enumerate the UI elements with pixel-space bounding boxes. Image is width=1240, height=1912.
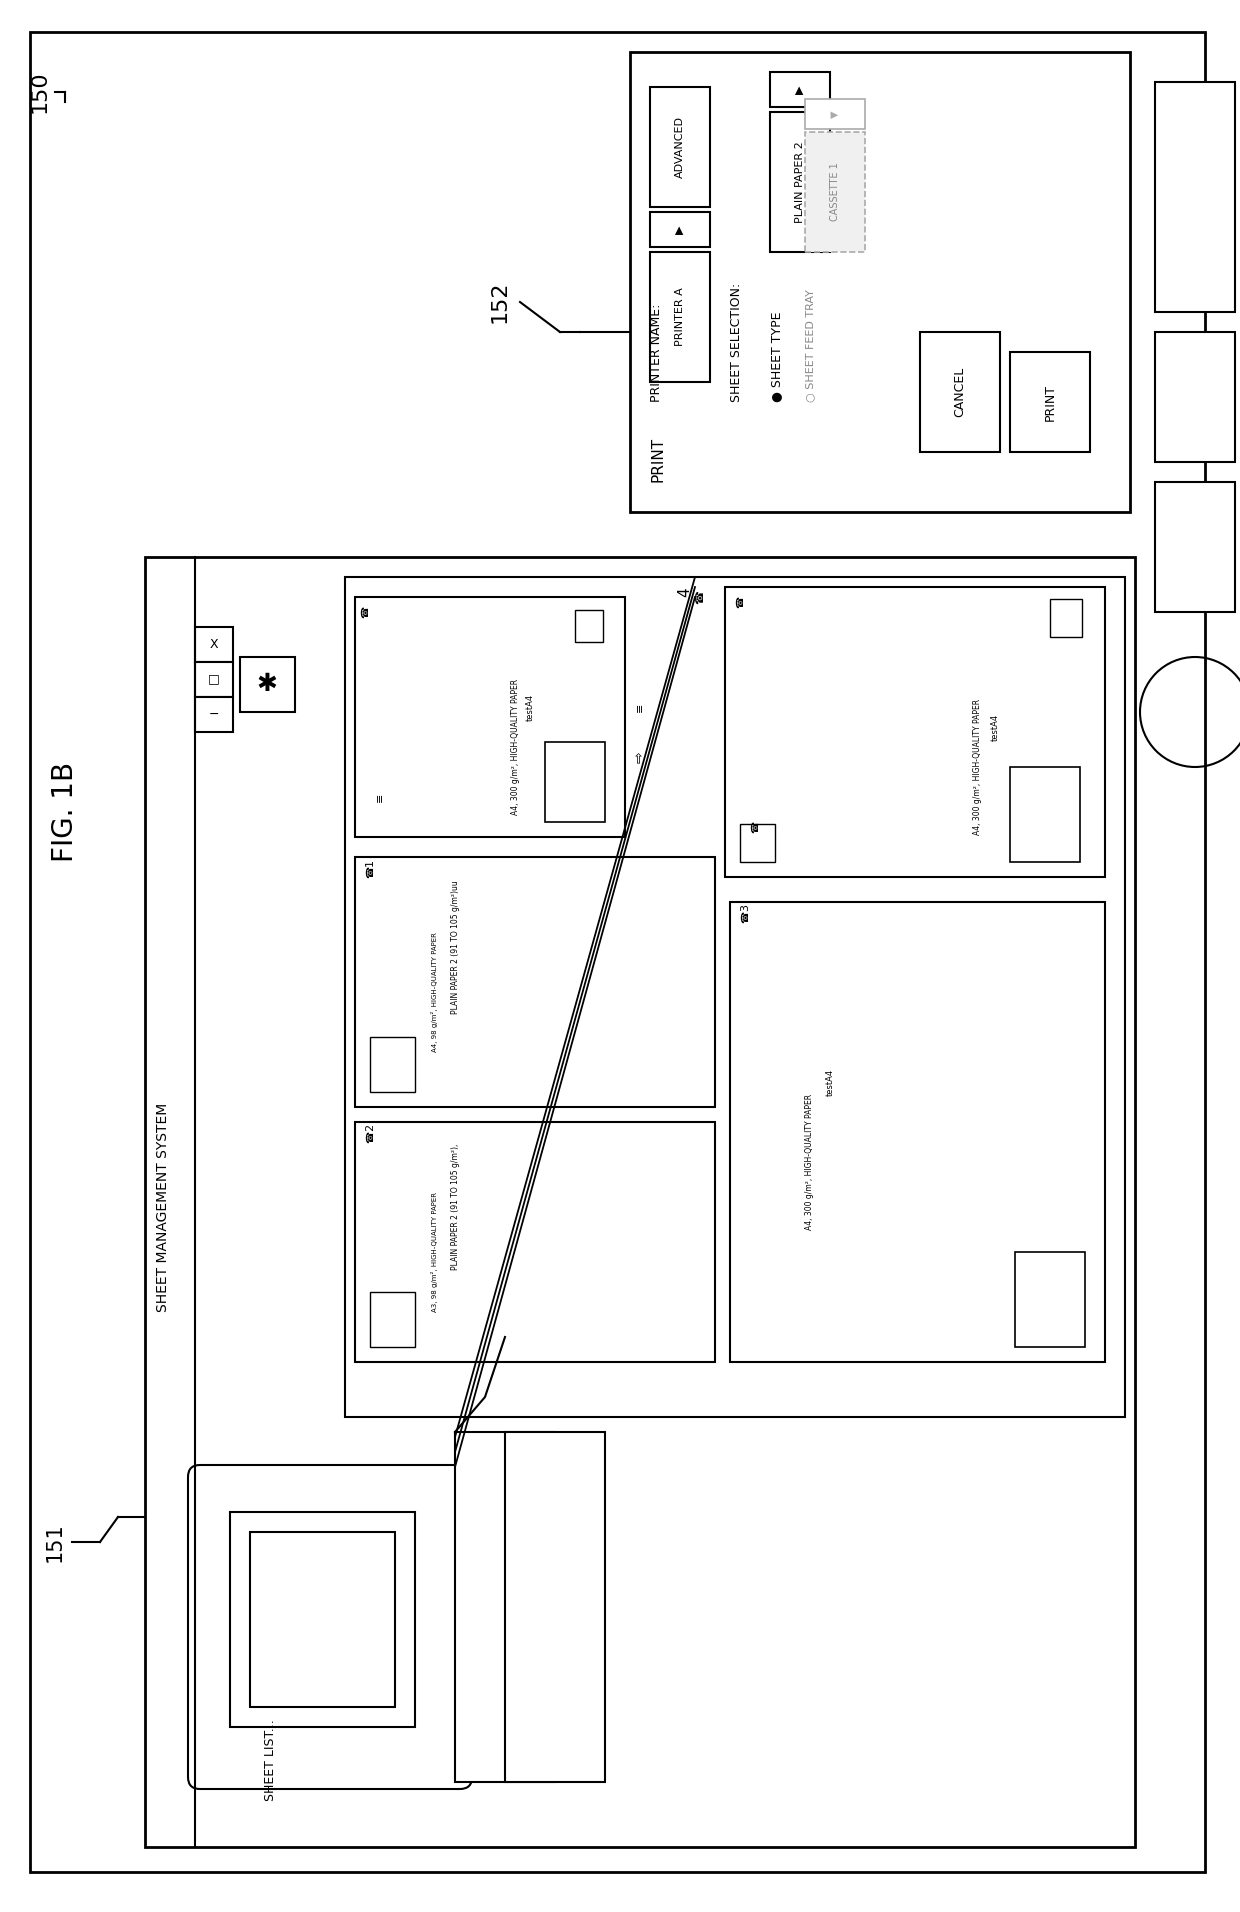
Text: X: X (210, 637, 218, 650)
Text: □: □ (208, 673, 219, 686)
Bar (250, 1532, 396, 1707)
Bar (1011, 767, 1080, 862)
Bar (145, 556, 1135, 1847)
Text: ▶: ▶ (675, 226, 684, 235)
FancyBboxPatch shape (188, 1465, 472, 1790)
Bar (1011, 352, 1090, 451)
Text: testA4: testA4 (991, 713, 999, 740)
Text: ☎: ☎ (740, 910, 750, 923)
Text: ○ SHEET FEED TRAY: ○ SHEET FEED TRAY (805, 289, 815, 402)
Text: ▶: ▶ (795, 86, 805, 94)
Text: 2: 2 (365, 1124, 374, 1130)
Text: ☎: ☎ (735, 597, 745, 608)
Text: 150: 150 (30, 71, 50, 113)
Bar (195, 662, 233, 698)
Bar (195, 698, 233, 732)
Text: A4, 300 g/m², HIGH-QUALITY PAPER: A4, 300 g/m², HIGH-QUALITY PAPER (806, 1094, 815, 1229)
Text: ☎: ☎ (694, 591, 706, 604)
Text: −: − (208, 707, 219, 721)
Text: CASSETTE 1: CASSETTE 1 (830, 163, 839, 222)
Bar (770, 113, 830, 252)
Text: ☎: ☎ (365, 1130, 374, 1143)
Text: ADVANCED: ADVANCED (675, 117, 684, 178)
Bar (370, 1036, 415, 1092)
Text: ● SHEET TYPE: ● SHEET TYPE (770, 312, 782, 402)
Bar (1016, 1252, 1085, 1346)
Text: ⇨: ⇨ (632, 751, 647, 763)
Text: testA4: testA4 (826, 1069, 835, 1096)
Text: SHEET MANAGEMENT SYSTEM: SHEET MANAGEMENT SYSTEM (156, 1103, 170, 1312)
Text: 1: 1 (365, 858, 374, 866)
Bar (1154, 482, 1235, 612)
Bar (455, 1432, 556, 1782)
Bar (1154, 82, 1235, 312)
Text: ≡: ≡ (374, 792, 384, 801)
Text: ☎: ☎ (750, 820, 760, 834)
Bar (355, 597, 625, 837)
Bar (195, 627, 233, 662)
Bar (1154, 333, 1235, 463)
Text: PRINTER NAME:: PRINTER NAME: (650, 304, 663, 402)
Bar (546, 742, 605, 822)
Bar (650, 88, 711, 206)
Bar (355, 857, 715, 1107)
Text: ≡: ≡ (635, 702, 645, 711)
Bar (205, 1732, 335, 1788)
Text: A4, 300 g/m², HIGH-QUALITY PAPER: A4, 300 g/m², HIGH-QUALITY PAPER (972, 700, 982, 836)
Text: 152: 152 (490, 281, 510, 323)
Text: A4, 300 g/m², HIGH-QUALITY PAPER: A4, 300 g/m², HIGH-QUALITY PAPER (511, 679, 520, 815)
Text: SHEET LIST...: SHEET LIST... (263, 1719, 277, 1801)
Text: PRINT: PRINT (1044, 384, 1056, 421)
Bar (575, 610, 603, 642)
Text: ☎: ☎ (360, 606, 370, 618)
Bar (229, 1512, 415, 1727)
Text: ✱: ✱ (257, 671, 278, 696)
Text: PRINT: PRINT (650, 436, 665, 482)
Bar (740, 824, 775, 862)
Text: SHEET SELECTION:: SHEET SELECTION: (730, 283, 743, 402)
Text: ☎: ☎ (365, 866, 374, 878)
Text: 151: 151 (45, 1522, 64, 1562)
Bar (805, 132, 866, 252)
Text: PRINTER A: PRINTER A (675, 287, 684, 346)
Text: testA4: testA4 (526, 694, 534, 721)
Text: FIG. 1B: FIG. 1B (51, 763, 79, 862)
Text: A4, 98 g/m², HIGH-QUALITY PAPER: A4, 98 g/m², HIGH-QUALITY PAPER (432, 931, 439, 1052)
Text: PLAIN PAPER 2 (91 TO 105 g/m²),: PLAIN PAPER 2 (91 TO 105 g/m²), (450, 1143, 460, 1270)
Bar (1050, 598, 1083, 637)
Text: 3: 3 (740, 904, 750, 910)
Bar (650, 252, 711, 382)
Bar (650, 212, 711, 247)
Text: PLAIN PAPER 2: PLAIN PAPER 2 (795, 141, 805, 224)
Bar (730, 902, 1105, 1361)
Bar (920, 333, 999, 451)
Bar (241, 658, 295, 711)
Text: PLAIN PAPER 2 (91 TO 105 g/m²)uu: PLAIN PAPER 2 (91 TO 105 g/m²)uu (450, 880, 460, 1013)
Text: CANCEL: CANCEL (954, 367, 966, 417)
Text: A3, 98 g/m², HIGH-QUALITY PAPER: A3, 98 g/m², HIGH-QUALITY PAPER (432, 1191, 439, 1312)
Bar (725, 587, 1105, 878)
Text: ▼: ▼ (830, 111, 839, 119)
Bar (770, 73, 830, 107)
Bar (505, 1432, 605, 1782)
Text: 4: 4 (677, 587, 692, 597)
Bar (355, 1122, 715, 1361)
Bar (370, 1293, 415, 1346)
Bar (630, 52, 1130, 512)
Bar (805, 99, 866, 128)
Bar (345, 577, 1125, 1417)
